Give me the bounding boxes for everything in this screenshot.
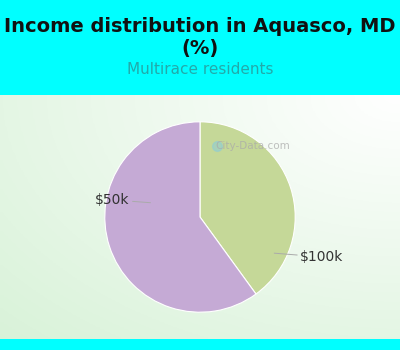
Wedge shape — [105, 122, 256, 312]
Wedge shape — [200, 122, 295, 294]
Text: $100k: $100k — [274, 250, 343, 264]
Text: $50k: $50k — [95, 193, 150, 207]
Text: Multirace residents: Multirace residents — [127, 63, 273, 77]
Text: City-Data.com: City-Data.com — [215, 141, 290, 150]
Text: Income distribution in Aquasco, MD
(%): Income distribution in Aquasco, MD (%) — [4, 17, 396, 58]
